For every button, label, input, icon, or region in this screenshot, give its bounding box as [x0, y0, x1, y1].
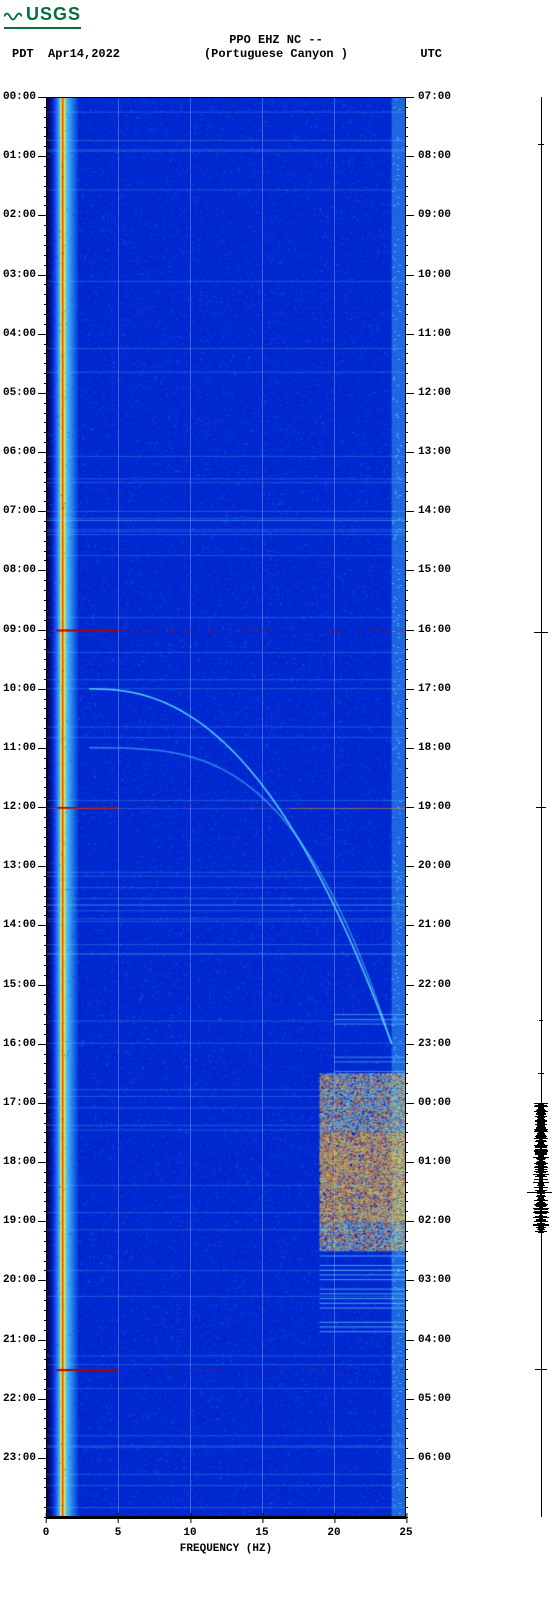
logo-text: USGS [26, 4, 81, 25]
ytick-right: 19:00 [418, 801, 451, 813]
amplitude-fuzz [539, 1232, 543, 1233]
ytick-left: 16:00 [0, 1038, 36, 1050]
x-axis-line [46, 1517, 406, 1519]
amplitude-spike [535, 1369, 547, 1370]
station-line: PPO EHZ NC -- [0, 33, 552, 47]
chart-header: PPO EHZ NC -- (Portuguese Canyon ) PDT A… [0, 33, 552, 61]
usgs-logo: USGS [0, 0, 552, 29]
ytick-left: 17:00 [0, 1097, 36, 1109]
ytick-left: 03:00 [0, 269, 36, 281]
ytick-left: 15:00 [0, 979, 36, 991]
amplitude-sidebar [506, 97, 552, 1517]
ytick-left: 14:00 [0, 919, 36, 931]
ytick-right: 01:00 [418, 1156, 451, 1168]
amplitude-spike [538, 1073, 544, 1074]
amplitude-spike [534, 632, 548, 633]
ytick-right: 03:00 [418, 1274, 451, 1286]
ytick-right: 20:00 [418, 860, 451, 872]
ytick-right: 22:00 [418, 979, 451, 991]
ytick-left: 22:00 [0, 1393, 36, 1405]
ytick-right: 09:00 [418, 209, 451, 221]
wave-icon [4, 8, 22, 22]
xtick: 25 [399, 1527, 412, 1539]
ytick-left: 07:00 [0, 505, 36, 517]
ytick-left: 02:00 [0, 209, 36, 221]
ytick-left: 04:00 [0, 328, 36, 340]
xtick: 0 [43, 1527, 50, 1539]
ytick-right: 18:00 [418, 742, 451, 754]
ytick-left: 12:00 [0, 801, 36, 813]
spectrogram-plot: 00:0001:0002:0003:0004:0005:0006:0007:00… [46, 97, 406, 1517]
ytick-right: 21:00 [418, 919, 451, 931]
ytick-right: 00:00 [418, 1097, 451, 1109]
date-label: Apr14,2022 [48, 47, 120, 61]
ytick-left: 11:00 [0, 742, 36, 754]
xtick: 15 [255, 1527, 268, 1539]
xtick: 5 [115, 1527, 122, 1539]
ytick-left: 23:00 [0, 1452, 36, 1464]
ytick-right: 15:00 [418, 564, 451, 576]
ytick-right: 08:00 [418, 150, 451, 162]
tz-left-label: PDT [12, 47, 34, 61]
ytick-right: 07:00 [418, 91, 451, 103]
ytick-left: 10:00 [0, 683, 36, 695]
amplitude-spike [536, 807, 546, 808]
ytick-left: 08:00 [0, 564, 36, 576]
ytick-left: 09:00 [0, 624, 36, 636]
ytick-right: 13:00 [418, 446, 451, 458]
ytick-left: 06:00 [0, 446, 36, 458]
xtick: 10 [183, 1527, 196, 1539]
ytick-right: 12:00 [418, 387, 451, 399]
spectrogram-canvas [46, 97, 406, 1517]
page-root: USGS PPO EHZ NC -- (Portuguese Canyon ) … [0, 0, 552, 1517]
ytick-left: 05:00 [0, 387, 36, 399]
ytick-left: 00:00 [0, 91, 36, 103]
amplitude-spike [539, 1020, 543, 1021]
ytick-right: 10:00 [418, 269, 451, 281]
ytick-left: 13:00 [0, 860, 36, 872]
ytick-right: 16:00 [418, 624, 451, 636]
x-axis-label: FREQUENCY (HZ) [180, 1543, 272, 1555]
ytick-left: 01:00 [0, 150, 36, 162]
amplitude-spike [538, 144, 544, 145]
ytick-right: 04:00 [418, 1334, 451, 1346]
xtick: 20 [327, 1527, 340, 1539]
ytick-left: 20:00 [0, 1274, 36, 1286]
ytick-right: 05:00 [418, 1393, 451, 1405]
ytick-right: 17:00 [418, 683, 451, 695]
ytick-right: 23:00 [418, 1038, 451, 1050]
ytick-left: 18:00 [0, 1156, 36, 1168]
ytick-right: 11:00 [418, 328, 451, 340]
tz-right-label: UTC [420, 47, 442, 61]
ytick-left: 19:00 [0, 1215, 36, 1227]
ytick-left: 21:00 [0, 1334, 36, 1346]
ytick-right: 02:00 [418, 1215, 451, 1227]
ytick-right: 06:00 [418, 1452, 451, 1464]
ytick-right: 14:00 [418, 505, 451, 517]
